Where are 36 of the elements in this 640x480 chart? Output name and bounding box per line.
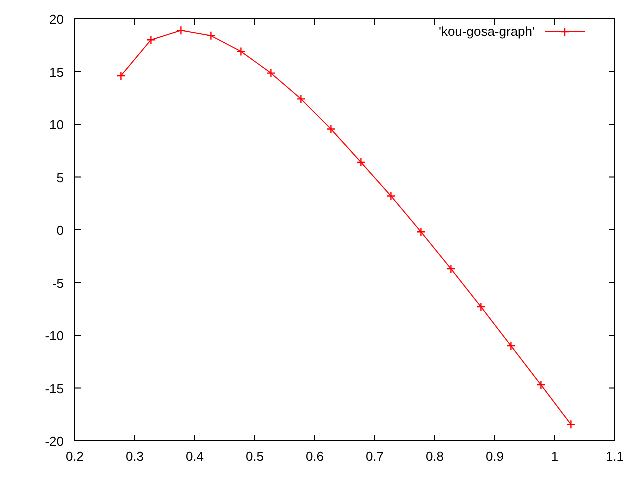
- y-tick-label: 0: [56, 223, 64, 238]
- y-tick-label: 5: [56, 170, 64, 186]
- point: [146, 36, 156, 45]
- point: [476, 302, 486, 312]
- y-tick-label: 10: [50, 118, 64, 132]
- point: [446, 264, 456, 274]
- legend-label: 'kou-gosa-graph': [438, 24, 535, 39]
- point: [206, 31, 216, 40]
- y-tick-label: 20: [50, 12, 64, 27]
- x-tick-label: 0.3: [126, 449, 144, 464]
- point: [296, 94, 306, 104]
- y-tick-label: -15: [45, 381, 64, 396]
- x-tick-label: 0.9: [486, 449, 504, 464]
- x-tick-label: 0.7: [366, 449, 384, 464]
- x-tick-label: 0.8: [426, 449, 444, 464]
- point: [356, 158, 366, 168]
- y-tick-label: -10: [45, 328, 64, 344]
- x-tick-label: 1: [551, 449, 559, 464]
- point: [416, 228, 426, 237]
- x-tick-label: 1.1: [606, 449, 624, 464]
- point: [236, 47, 246, 56]
- point: [176, 26, 186, 36]
- point: [326, 124, 336, 134]
- point: [116, 71, 126, 81]
- point: [566, 420, 576, 430]
- point: [536, 380, 546, 390]
- y-tick-label: 15: [50, 64, 64, 80]
- point: [266, 68, 276, 78]
- y-tick-label: -5: [52, 276, 64, 291]
- x-tick-label: 0.6: [306, 449, 324, 464]
- x-tick-label: 0.2: [66, 449, 84, 464]
- x-tick-label: 0.5: [246, 449, 264, 464]
- x-tick-label: 0.4: [186, 449, 204, 464]
- y-tick-label: -20: [45, 434, 64, 449]
- point: [386, 192, 396, 201]
- point: [506, 341, 516, 351]
